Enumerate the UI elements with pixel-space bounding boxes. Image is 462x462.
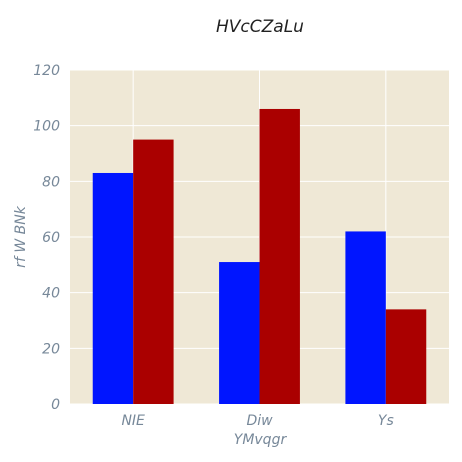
x-tick-labels: NIE Diw Ys bbox=[121, 413, 393, 429]
bar-series2-NIE bbox=[133, 139, 174, 405]
y-tick-label: 100 bbox=[33, 119, 60, 135]
x-tick-label: Diw bbox=[246, 413, 273, 429]
bar-series2-Diw bbox=[259, 108, 300, 404]
y-axis-label: rf W BNk bbox=[13, 205, 29, 268]
y-tick-label: 60 bbox=[42, 230, 60, 246]
y-tick-label: 40 bbox=[42, 286, 60, 302]
y-tick-label: 120 bbox=[33, 63, 60, 79]
x-tick-label: Ys bbox=[378, 413, 394, 429]
x-axis-label: YMvqgr bbox=[234, 432, 288, 448]
y-tick-label: 20 bbox=[42, 341, 60, 357]
y-tick-label: 0 bbox=[51, 397, 60, 413]
chart-title: HVcCZaLu bbox=[216, 17, 304, 37]
x-tick-label: NIE bbox=[121, 413, 145, 429]
bar-series1-Diw bbox=[219, 262, 260, 404]
bars bbox=[92, 108, 427, 405]
bar-series2-Ys bbox=[385, 309, 427, 404]
bar-series1-NIE bbox=[92, 172, 134, 404]
y-tick-label: 80 bbox=[42, 174, 60, 190]
bar-series1-Ys bbox=[345, 231, 386, 404]
y-tick-labels: 0 20 40 60 80 100 120 bbox=[33, 63, 60, 413]
